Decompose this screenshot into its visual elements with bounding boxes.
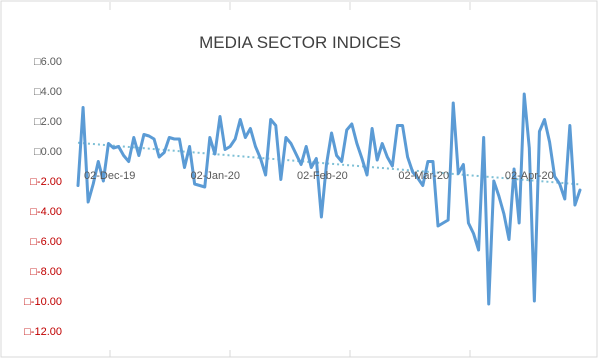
y-tick-label: □2.00 [34,116,62,128]
y-tick-label: □-4.00 [30,206,62,218]
series-layer [76,92,582,306]
y-tick-label: □6.00 [34,56,62,68]
trend-layer [77,141,581,186]
x-axis-ticks: 02-Dec-19 02-Jan-20 02-Feb-20 02-Mar-20 02-A… [84,170,554,182]
x-tick-label: 02-Mar-20 [398,170,449,182]
y-tick-label: □-10.00 [24,296,62,308]
x-tick-label: 02-Jan-20 [190,170,240,182]
frame-ticks [109,2,471,357]
y-tick-label: □-12.00 [24,326,62,338]
y-tick-label: □-8.00 [30,266,62,278]
chart-title: MEDIA SECTOR INDICES [199,33,401,52]
trendline [77,141,581,186]
series-line [76,92,582,306]
y-axis-ticks: □6.00 □4.00 □2.00 □0.00 □-2.00 □-4.00 □-6.00 □-… [24,56,62,338]
y-tick-label: □-6.00 [30,236,62,248]
x-tick-label: 02-Dec-19 [84,170,135,182]
y-tick-label: □-2.00 [30,176,62,188]
x-tick-label: 02-Feb-20 [297,170,348,182]
y-tick-label: □0.00 [34,146,62,158]
y-tick-label: □4.00 [34,86,62,98]
x-tick-label: 02-Apr-20 [505,170,554,182]
